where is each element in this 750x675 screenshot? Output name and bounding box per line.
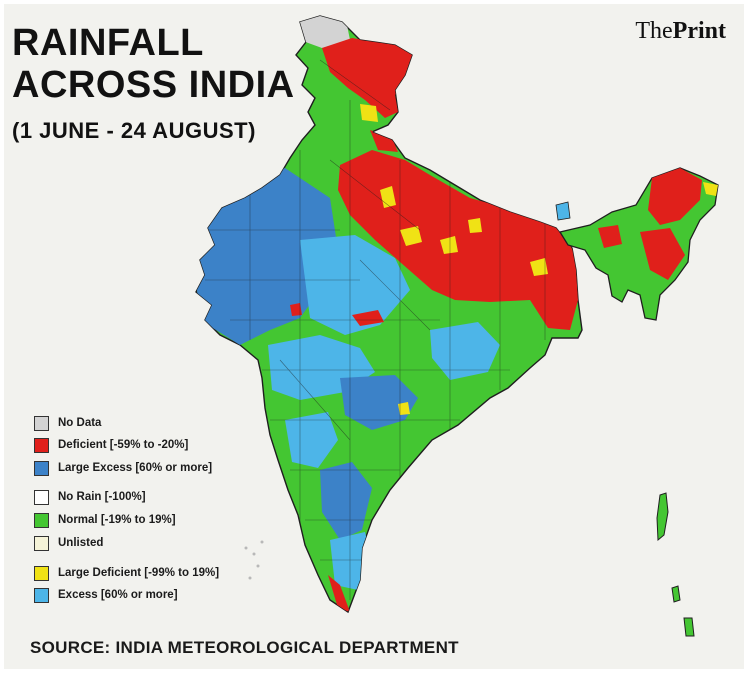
northeast-large-deficient <box>703 182 718 196</box>
region-large-deficient-3 <box>440 236 458 254</box>
legend-label: Large Deficient [-99% to 19%] <box>58 567 220 579</box>
region-large-deficient-1 <box>380 186 396 208</box>
lakshadweep-islands <box>244 540 264 580</box>
nicobar-islands <box>671 585 695 637</box>
region-central-excess <box>300 235 410 335</box>
legend-swatch <box>34 415 49 431</box>
sikkim-excess <box>555 201 571 221</box>
legend-label: Large Excess [60% or more] <box>58 462 213 474</box>
northeast-deficient-3 <box>598 225 622 248</box>
legend-item-large-excess: Large Excess [60% or more] <box>34 460 212 476</box>
legend-item-excess: Excess [60% or more] <box>34 587 178 603</box>
source-credit: SOURCE: INDIA METEOROLOGICAL DEPARTMENT <box>30 638 459 657</box>
logo-suffix: Print <box>672 18 726 44</box>
legend-label: Unlisted <box>58 537 104 549</box>
rainfall-regions <box>196 16 578 612</box>
legend-swatch <box>34 512 49 528</box>
region-north-deficient <box>322 38 415 118</box>
region-punjab-deficient <box>370 130 398 152</box>
legend-item-large-deficient: Large Deficient [-99% to 19%] <box>34 565 219 581</box>
legend-item-deficient: Deficient [-59% to -20%] <box>34 437 188 453</box>
legend-label: Normal [-19% to 19%] <box>58 514 176 526</box>
legend-swatch <box>34 587 49 603</box>
map-title: RAINFALL ACROSS INDIA <box>12 22 295 106</box>
legend-swatch <box>34 565 49 581</box>
legend-swatch <box>34 489 49 505</box>
region-tamil-excess <box>330 532 372 590</box>
legend-item-no-rain: No Rain [-100%] <box>34 489 146 505</box>
title-line-2: ACROSS INDIA <box>12 64 295 106</box>
region-large-deficient-2 <box>400 226 422 246</box>
legend-swatch <box>34 460 49 476</box>
title-line-1: RAINFALL <box>12 22 204 64</box>
legend-label: No Rain [-100%] <box>58 491 146 503</box>
northeast-deficient <box>648 168 702 225</box>
legend-item-normal: Normal [-19% to 19%] <box>34 512 176 528</box>
region-large-deficient-7 <box>398 402 410 415</box>
region-odisha-excess <box>430 322 500 380</box>
district-boundaries <box>200 59 546 600</box>
date-range-subtitle: (1 JUNE - 24 AUGUST) <box>12 118 256 143</box>
region-large-deficient-6 <box>360 104 378 122</box>
region-large-deficient-4 <box>468 218 482 233</box>
region-karnataka-excess <box>285 412 338 468</box>
region-deccan-large-excess <box>340 375 418 430</box>
legend-swatch <box>34 437 49 453</box>
legend-label: Excess [60% or more] <box>58 589 178 601</box>
northeast-deficient-2 <box>640 228 685 280</box>
legend-item-no-data: No Data <box>34 415 101 431</box>
region-large-deficient-5 <box>530 258 548 276</box>
region-mp-deficient-spot <box>352 310 384 326</box>
logo-prefix: The <box>635 18 673 44</box>
region-south-large-excess <box>320 462 372 540</box>
region-gangetic-deficient <box>338 150 578 330</box>
region-kerala-deficient <box>328 575 350 612</box>
region-west-large-excess <box>196 168 338 345</box>
legend-swatch <box>34 535 49 551</box>
legend-label: No Data <box>58 417 102 429</box>
theprint-logo: ThePrint <box>635 18 726 45</box>
legend-item-unlisted: Unlisted <box>34 535 103 551</box>
andaman-islands <box>656 492 669 542</box>
legend-label: Deficient [-59% to -20%] <box>58 439 189 451</box>
region-gujarat-deficient-spot <box>290 303 302 316</box>
